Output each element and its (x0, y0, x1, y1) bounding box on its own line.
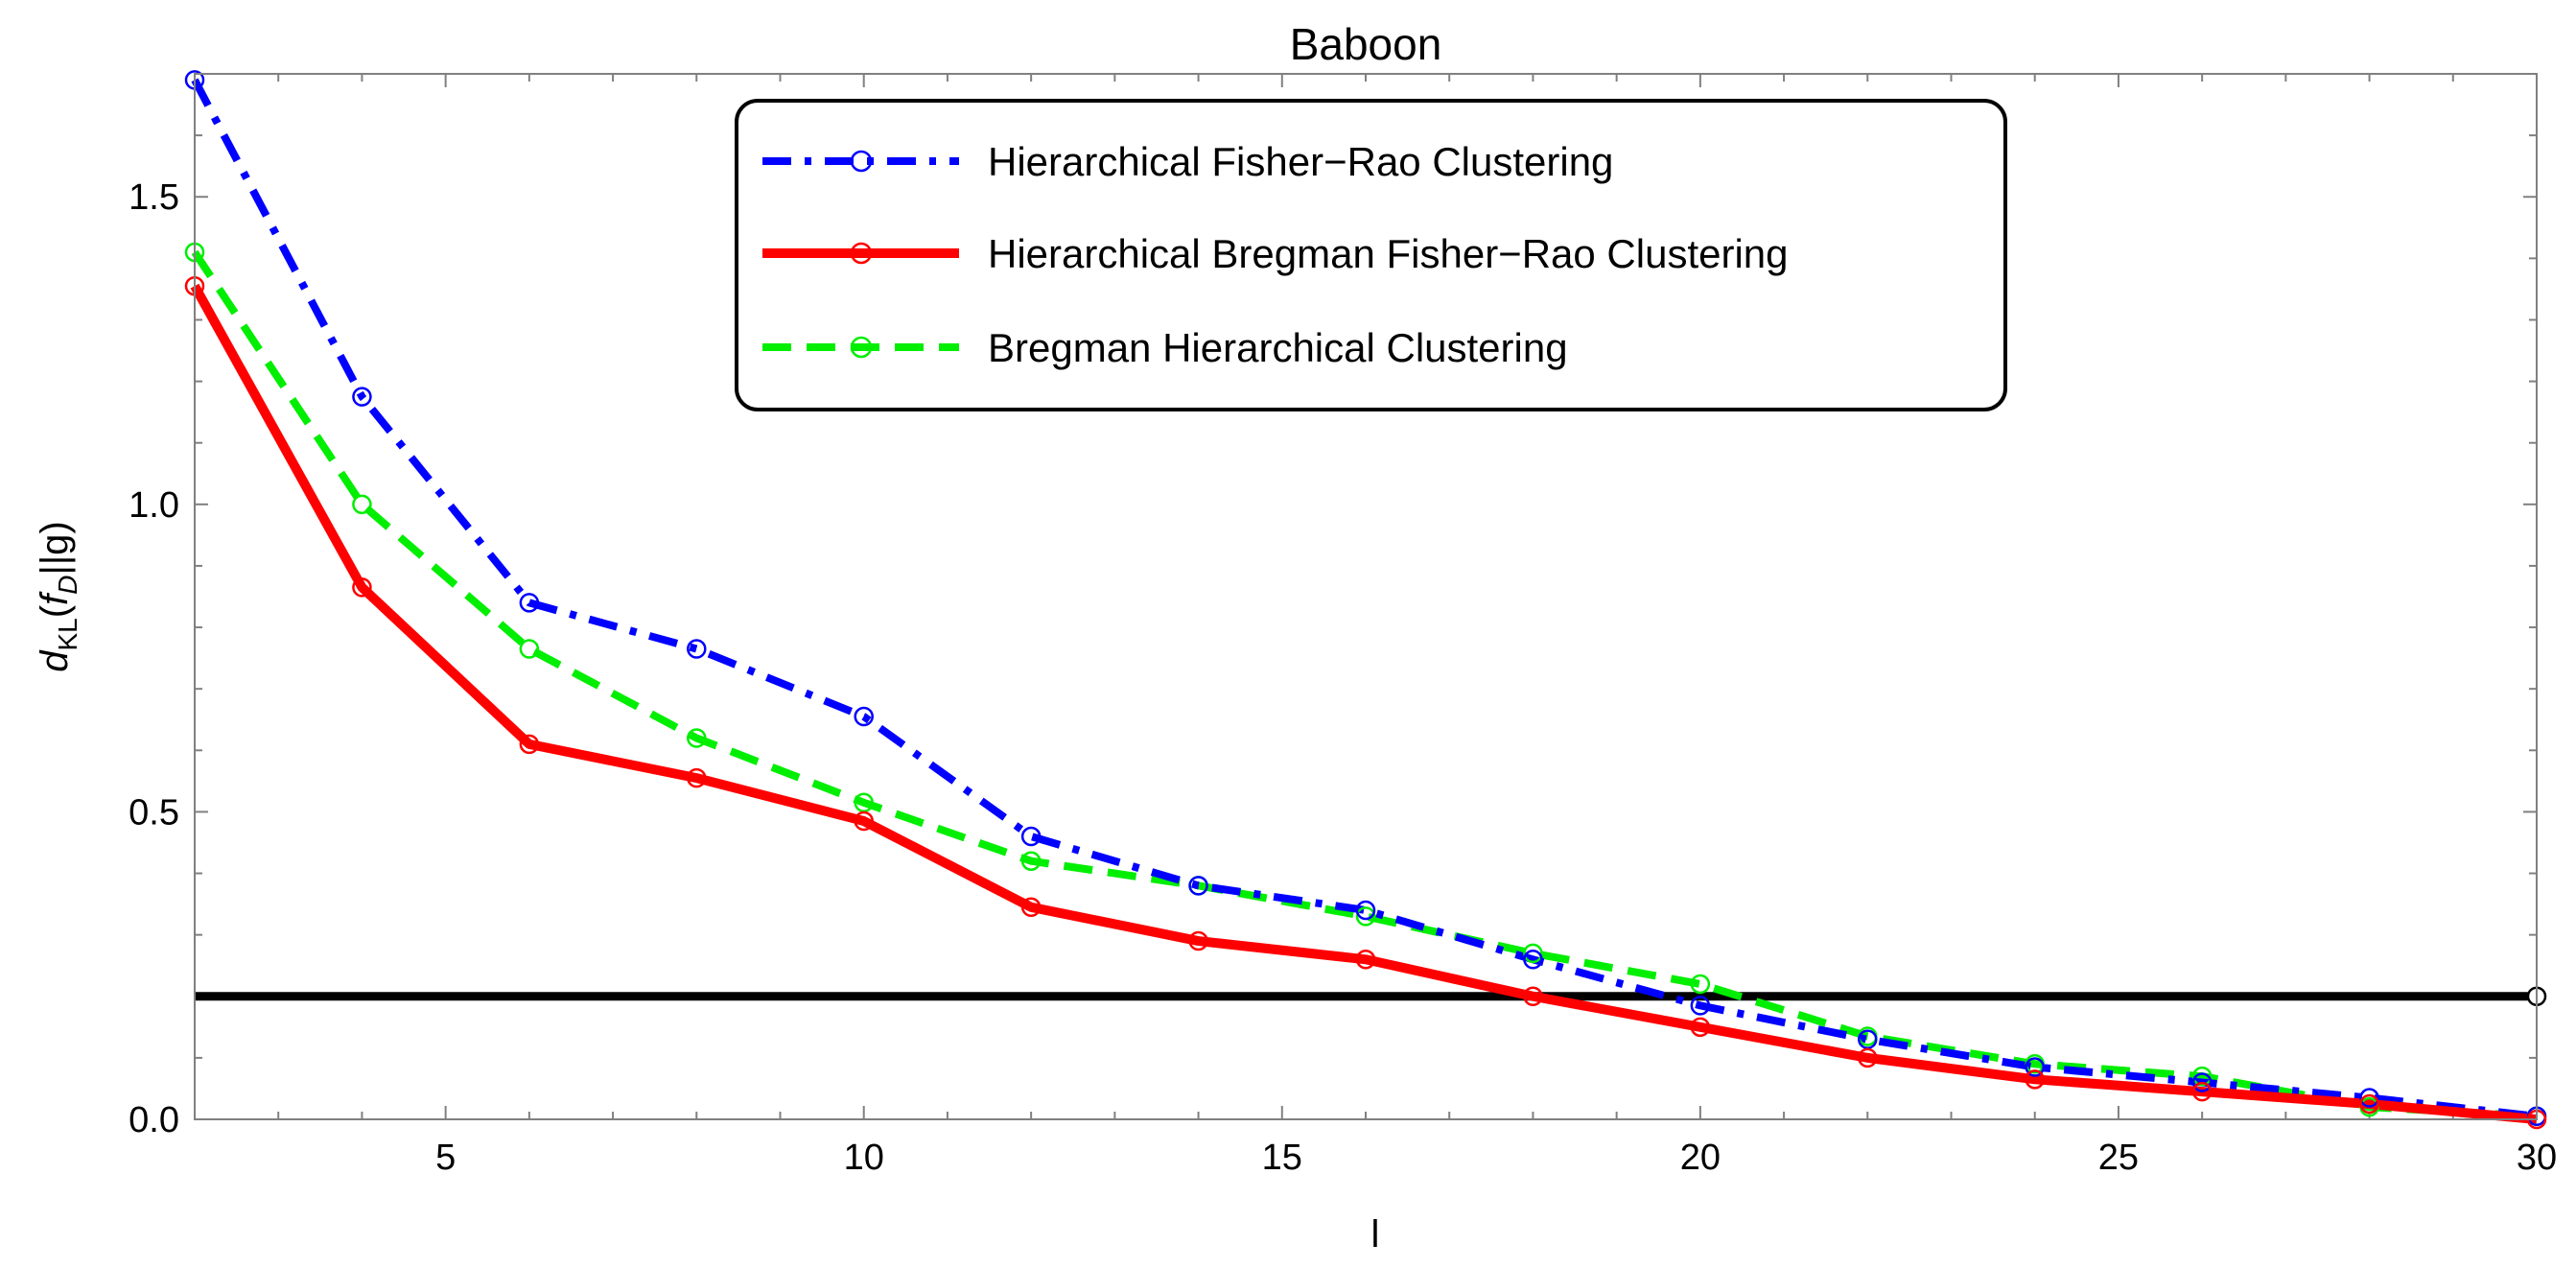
data-point (519, 734, 540, 755)
data-point (1523, 943, 1543, 964)
data-point (2191, 1081, 2213, 1102)
ticks-layer: 5 10 15 20 25 30 0.0 0.5 1.0 1.5 (129, 73, 2557, 1178)
y-tick-label: 1.5 (129, 177, 179, 218)
chart-title: Baboon (1290, 19, 1442, 69)
series-line (191, 249, 2538, 1120)
data-point (1188, 930, 1208, 951)
y-label-open: ( (34, 604, 76, 618)
data-point (1020, 897, 1042, 918)
data-point (2191, 1072, 2213, 1092)
data-point (2191, 1066, 2213, 1087)
data-point (1020, 851, 1042, 871)
data-point (1858, 1047, 1878, 1068)
data-point (854, 810, 874, 832)
x-tick-label: 20 (1680, 1138, 1721, 1178)
data-point (1690, 1017, 1711, 1038)
data-point (1690, 996, 1711, 1016)
data-point (1355, 950, 1376, 970)
data-point (2359, 1093, 2379, 1115)
data-point (519, 593, 540, 613)
data-point (854, 706, 874, 727)
y-label-d: d (34, 649, 76, 672)
legend-label: Hierarchical Fisher−Rao Clustering (988, 139, 1613, 184)
y-tick-label: 0.0 (129, 1100, 179, 1140)
y-tick-label: 0.5 (129, 792, 179, 833)
y-axis-label: dKL(fD||g) (34, 521, 82, 672)
legend-label: Hierarchical Bregman Fisher−Rao Clusteri… (988, 231, 1789, 276)
legend-label: Bregman Hierarchical Clustering (988, 325, 1568, 370)
data-point (2025, 1057, 2045, 1077)
data-point (352, 577, 372, 598)
series-line (191, 78, 2538, 1120)
data-point (519, 639, 540, 659)
x-tick-label: 10 (844, 1138, 884, 1178)
legend-marker (850, 336, 873, 359)
y-label-fsub: D (53, 575, 82, 595)
data-point (687, 639, 707, 659)
data-point (1188, 876, 1208, 896)
x-tick-label: 30 (2517, 1138, 2557, 1178)
data-point (687, 767, 707, 788)
data-point (352, 387, 372, 407)
data-point (1020, 826, 1042, 847)
data-point (1523, 986, 1543, 1007)
legend-marker (850, 242, 873, 265)
data-point (687, 728, 707, 748)
legend-box (735, 99, 2007, 411)
plot-layer (184, 70, 2547, 1130)
y-tick-label: 1.0 (129, 485, 179, 526)
series-line (190, 283, 2538, 1124)
y-label-tail: ||g) (34, 521, 76, 575)
data-point (1355, 900, 1376, 921)
data-point (2359, 1088, 2379, 1108)
x-tick-label: 5 (435, 1138, 456, 1178)
data-point (352, 494, 372, 515)
data-point (1355, 906, 1376, 927)
plot-frame (194, 73, 2538, 1120)
x-axis-label: l (1371, 1213, 1380, 1256)
data-point (1690, 974, 1711, 995)
x-tick-label: 25 (2098, 1138, 2139, 1178)
legend: Hierarchical Fisher−Rao Clustering Hierar… (735, 99, 2007, 411)
data-point (2025, 1069, 2045, 1090)
legend-marker (850, 150, 873, 173)
data-point (1523, 950, 1543, 970)
x-tick-label: 15 (1262, 1138, 1302, 1178)
y-label-sub: KL (53, 618, 82, 650)
